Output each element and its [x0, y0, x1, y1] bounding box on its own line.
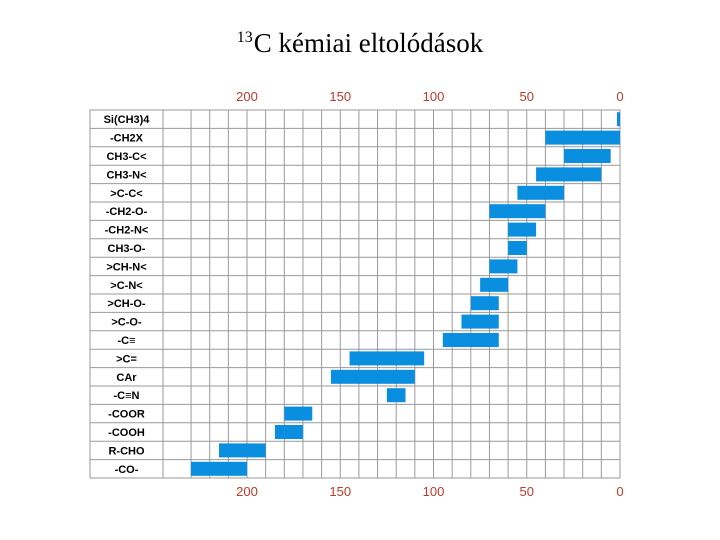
axis-ticks: 200 200 150 150 100 100 50 50 0 0 [236, 89, 623, 499]
x-tick-label: 0 [616, 484, 623, 499]
grid [89, 109, 621, 479]
chart-title: 13C kémiai eltolódások [236, 28, 484, 58]
row-label: >C= [116, 353, 137, 365]
range-bar [480, 277, 509, 292]
row-label: Si(CH3)4 [104, 114, 151, 126]
row-label: >C-C< [110, 188, 142, 200]
row-label: -C≡ [117, 335, 135, 347]
x-tick-label: 100 [423, 484, 445, 499]
row-label: CH3-N< [106, 169, 146, 181]
row-label: -C≡N [114, 390, 140, 402]
range-bar [461, 314, 499, 329]
range-bar [545, 130, 620, 145]
row-label: >C-N< [110, 280, 142, 292]
row-label: -COOR [108, 409, 145, 421]
x-tick-label: 200 [236, 484, 258, 499]
range-bar [536, 167, 602, 182]
x-tick-label: 150 [329, 484, 351, 499]
range-bar [617, 112, 620, 127]
row-label: >CH-N< [106, 261, 146, 273]
x-tick-label: 150 [329, 89, 351, 104]
x-tick-label: 0 [616, 89, 623, 104]
bars [191, 112, 620, 476]
row-label: CH3-O- [108, 243, 146, 255]
range-bar [284, 406, 313, 421]
range-bar [489, 204, 546, 219]
x-tick-label: 50 [520, 89, 534, 104]
range-bar [442, 333, 499, 347]
row-labels: Si(CH3)4 -CH2X CH3-C< CH3-N< >C-C< -CH2-O- -CH… [104, 114, 151, 476]
row-label: R-CHO [108, 445, 144, 457]
range-bar [330, 369, 415, 384]
row-label: CAr [116, 372, 137, 384]
range-bar [191, 461, 247, 476]
range-bar [564, 149, 611, 163]
range-bar [274, 425, 303, 439]
row-label: -COOH [108, 427, 145, 439]
row-label: CH3-C< [106, 151, 146, 163]
range-bar [508, 241, 527, 255]
range-bar [349, 351, 425, 366]
range-bar [470, 296, 499, 311]
range-bar [219, 443, 266, 458]
x-tick-label: 200 [236, 89, 258, 104]
row-label: -CH2-O- [106, 206, 148, 218]
x-tick-label: 100 [423, 89, 445, 104]
row-label: >C-O- [111, 317, 142, 329]
range-bar [386, 388, 406, 403]
range-bar [517, 185, 565, 200]
row-label: -CH2X [110, 133, 144, 145]
range-bar [489, 259, 518, 274]
range-bar [508, 222, 537, 237]
row-label: >CH-O- [107, 298, 146, 310]
row-label: -CH2-N< [105, 225, 149, 237]
x-tick-label: 50 [520, 484, 534, 499]
row-label: -CO- [115, 464, 139, 476]
